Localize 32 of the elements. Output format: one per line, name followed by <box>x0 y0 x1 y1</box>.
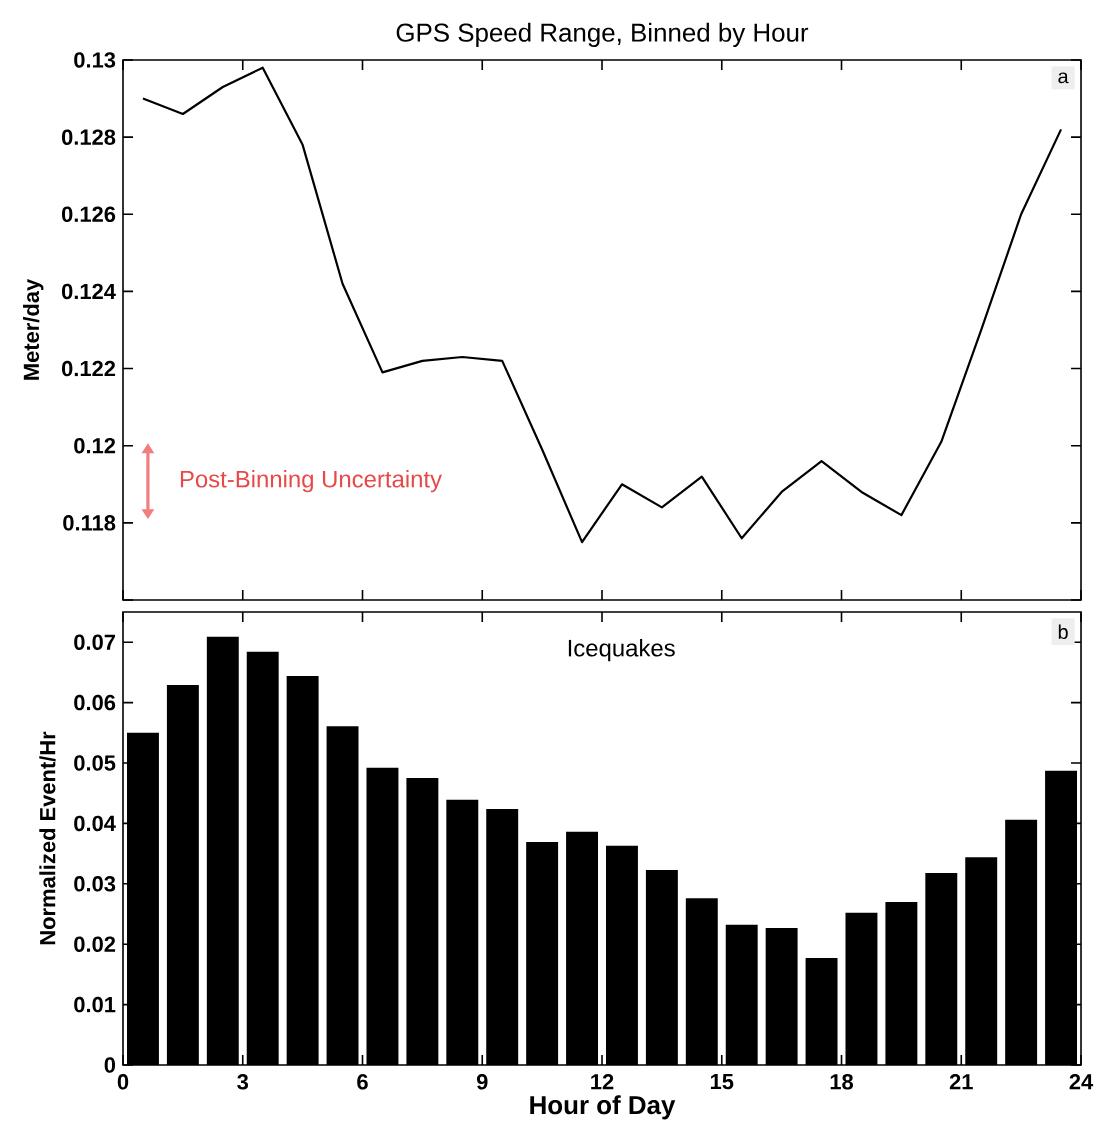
y-tick-label: 0.128 <box>61 129 116 145</box>
y-tick-label: 0.05 <box>74 755 116 771</box>
x-tick-label: 21 <box>949 1074 973 1090</box>
y-tick-label: 0.06 <box>74 694 116 711</box>
x-axis-title: Hour of Day <box>530 1095 676 1120</box>
annotation: Icequakes <box>568 639 675 662</box>
y-tick-label: 0.01 <box>74 996 116 1013</box>
y-tick-label: 0.02 <box>74 936 116 952</box>
x-tick-label: 3 <box>237 1074 249 1090</box>
y-axis-title: Normalized Event/Hr <box>39 731 56 945</box>
annotation: a <box>1058 72 1069 84</box>
y-tick-label: 0 <box>104 1057 116 1073</box>
annotation: b <box>1058 624 1068 640</box>
y-tick-label: 0.04 <box>74 815 116 832</box>
y-axis-title: Meter/day <box>23 278 44 380</box>
y-tick-label: 0.03 <box>74 876 116 892</box>
annotation: Post-Binning Uncertainty <box>180 470 442 493</box>
y-tick-label: 0.13 <box>74 52 116 68</box>
y-tick-label: 0.07 <box>74 634 115 650</box>
x-tick-label: 9 <box>476 1074 488 1090</box>
x-tick-label: 6 <box>357 1074 368 1090</box>
y-tick-label: 0.12 <box>74 437 116 454</box>
x-tick-label: 15 <box>710 1074 734 1090</box>
x-tick-label: 24 <box>1069 1074 1094 1090</box>
y-tick-label: 0.126 <box>61 206 116 223</box>
x-tick-label: 18 <box>830 1074 854 1090</box>
chart-title: GPS Speed Range, Binned by Hour <box>396 22 809 47</box>
y-tick-label: 0.118 <box>63 515 116 531</box>
y-tick-label: 0.122 <box>61 360 116 377</box>
y-tick-label: 0.124 <box>61 283 116 300</box>
x-tick-label: 12 <box>591 1074 614 1090</box>
x-tick-label: 0 <box>117 1074 129 1090</box>
